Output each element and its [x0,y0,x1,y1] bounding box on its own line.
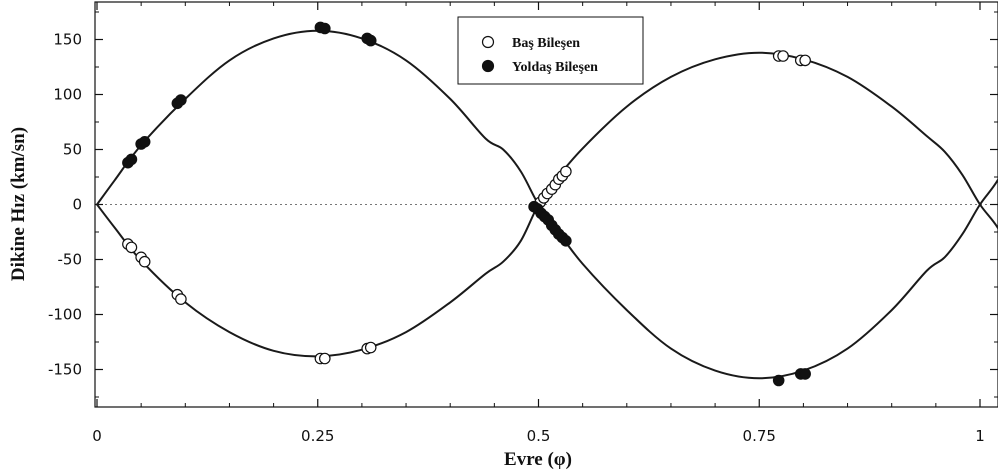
secondary-data-point [175,94,187,106]
y-tick-label: 150 [53,31,82,49]
y-tick-label: -100 [48,306,82,324]
x-tick-label: 0.5 [527,427,551,445]
data-points [122,21,811,387]
secondary-data-point [138,136,151,148]
secondary-data-point [772,374,785,387]
legend: Baş Bileşen Yoldaş Bileşen [457,16,644,85]
primary-data-point [175,293,187,305]
primary-data-point [125,241,138,254]
primary-data-point [319,352,331,365]
secondary-data-point [125,153,138,166]
y-tick-label: -50 [58,251,83,269]
y-axis-label: Dikine Hız (km/sn) [8,127,29,281]
secondary-data-point [799,368,811,380]
x-tick-label: 0.75 [743,427,776,445]
primary-data-point [138,255,151,268]
primary-data-point [777,50,789,62]
x-tick-label: 0 [92,427,102,445]
secondary-data-point [319,22,331,35]
x-tick-label: 1 [975,427,985,445]
secondary-data-point [560,235,572,247]
x-tick-label: 0.25 [301,427,334,445]
legend-label-secondary: Yoldaş Bileşen [512,60,598,75]
y-axis-ticks: -150 -100 -50 0 50 100 150 [48,11,998,398]
y-tick-label: -150 [48,361,82,379]
secondary-data-point [364,34,377,47]
y-tick-label: 0 [72,196,82,214]
primary-data-point [560,165,572,178]
legend-label-primary: Baş Bileşen [512,36,580,51]
legend-open-circle-marker [481,35,495,49]
x-axis-label: Evre (φ) [504,449,572,470]
y-tick-label: 50 [63,141,82,159]
primary-data-point [799,54,811,67]
legend-filled-circle-marker [481,59,495,73]
legend-box [457,16,644,85]
y-tick-label: 100 [53,86,82,104]
primary-data-point [364,341,377,354]
x-axis-ticks: 0 0.25 0.5 0.75 1 [92,2,985,445]
